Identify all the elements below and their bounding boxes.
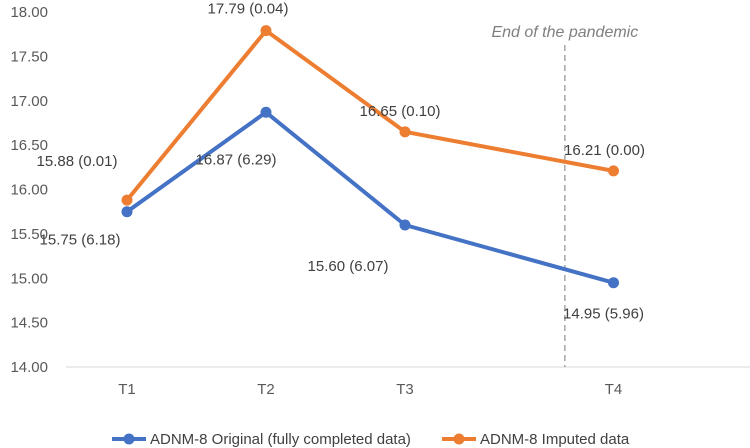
data-label: 15.75 (6.18) <box>40 232 121 249</box>
series-2: 15.88 (0.01) 17.79 (0.04) 16.65 (0.10) 16.2… <box>37 1 645 206</box>
y-tick-label: 14.50 <box>10 315 48 332</box>
data-point <box>260 25 272 37</box>
x-tick-label: T3 <box>396 381 414 398</box>
x-tick-label: T4 <box>605 381 623 398</box>
y-tick-label: 16.00 <box>10 182 48 199</box>
data-label: 16.21 (0.00) <box>564 142 645 159</box>
data-label: 15.88 (0.01) <box>37 153 118 170</box>
y-tick-label: 17.00 <box>10 93 48 110</box>
legend-label: ADNM-8 Imputed data <box>480 431 630 448</box>
y-tick-label: 15.50 <box>10 226 48 243</box>
y-tick-label: 14.00 <box>10 359 48 376</box>
data-point <box>399 126 411 138</box>
legend: ADNM-8 Original (fully completed data) AD… <box>112 431 630 448</box>
data-point <box>260 106 272 118</box>
legend-marker <box>453 433 465 445</box>
data-label: 16.87 (6.29) <box>196 151 277 168</box>
series-line <box>125 110 616 285</box>
legend-item: ADNM-8 Imputed data <box>442 431 630 448</box>
y-tick-label: 16.50 <box>10 137 48 154</box>
data-label: 16.65 (0.10) <box>360 103 441 120</box>
legend-marker <box>123 433 135 445</box>
data-point <box>121 194 133 206</box>
x-axis: T1 T2 T3 T4 <box>66 366 750 398</box>
legend-item: ADNM-8 Original (fully completed data) <box>112 431 411 448</box>
y-tick-label: 17.50 <box>10 48 48 65</box>
data-point <box>399 219 411 231</box>
pandemic-end-annotation: End of the pandemic <box>491 24 638 41</box>
y-axis: 14.00 14.50 15.00 15.50 16.00 16.50 17.00 17.50… <box>10 4 48 376</box>
y-tick-label: 15.00 <box>10 270 48 287</box>
series-line <box>125 28 616 203</box>
series-1: 15.75 (6.18) 16.87 (6.29) 15.60 (6.07) 14.9… <box>40 106 644 323</box>
y-tick-label: 18.00 <box>10 4 48 21</box>
data-label: 17.79 (0.04) <box>208 1 289 18</box>
legend-label: ADNM-8 Original (fully completed data) <box>150 431 411 448</box>
data-point <box>608 165 619 177</box>
x-tick-label: T2 <box>257 381 275 398</box>
data-point <box>608 277 619 289</box>
x-tick-label: T1 <box>118 381 136 398</box>
data-point <box>121 206 133 218</box>
data-label: 15.60 (6.07) <box>308 258 389 275</box>
series-group: 15.75 (6.18) 16.87 (6.29) 15.60 (6.07) 14.9… <box>37 1 645 323</box>
data-label: 14.95 (5.96) <box>563 306 644 323</box>
